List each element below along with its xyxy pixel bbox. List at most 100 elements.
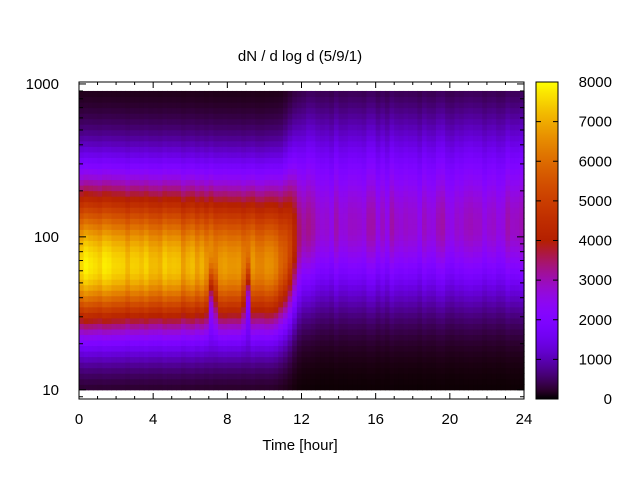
heatmap-cell xyxy=(454,168,460,175)
heatmap-cell xyxy=(120,113,126,120)
heatmap-cell xyxy=(292,323,298,330)
heatmap-cell xyxy=(366,157,372,164)
heatmap-cell xyxy=(352,179,358,186)
heatmap-cell xyxy=(380,218,386,225)
heatmap-cell xyxy=(384,268,391,275)
heatmap-cell xyxy=(403,168,409,175)
heatmap-cell xyxy=(422,140,428,147)
heatmap-cell xyxy=(320,279,326,286)
heatmap-cell xyxy=(449,113,456,120)
heatmap-cell xyxy=(97,373,103,380)
heatmap-cell xyxy=(449,312,456,319)
heatmap-cell xyxy=(482,124,488,131)
heatmap-cell xyxy=(278,207,284,214)
heatmap-cell xyxy=(129,223,136,230)
heatmap-cell xyxy=(269,317,275,324)
heatmap-cell xyxy=(445,102,451,109)
heatmap-cell xyxy=(473,229,479,236)
heatmap-cell xyxy=(343,190,349,197)
heatmap-cell xyxy=(120,323,126,330)
heatmap-cell xyxy=(213,234,219,241)
heatmap-cell xyxy=(125,245,131,253)
heatmap-cell xyxy=(273,196,279,203)
heatmap-cell xyxy=(310,129,317,136)
heatmap-cell xyxy=(473,107,479,114)
heatmap-cell xyxy=(139,245,145,253)
heatmap-cell xyxy=(417,279,423,286)
heatmap-cell xyxy=(167,256,173,264)
heatmap-cell xyxy=(375,168,381,175)
heatmap-cell xyxy=(352,223,358,230)
heatmap-cell xyxy=(269,201,275,208)
heatmap-cell xyxy=(227,251,233,258)
heatmap-cell xyxy=(435,223,442,230)
heatmap-cell xyxy=(106,207,113,214)
heatmap-cell xyxy=(454,185,460,192)
heatmap-cell xyxy=(463,384,469,391)
heatmap-cell xyxy=(459,173,465,181)
heatmap-cell xyxy=(422,268,428,275)
heatmap-cell xyxy=(417,284,423,291)
heatmap-cell xyxy=(259,240,266,247)
heatmap-cell xyxy=(357,328,363,336)
heatmap-cell xyxy=(408,356,414,363)
heatmap-cell xyxy=(129,196,136,203)
heatmap-cell xyxy=(389,256,395,264)
heatmap-cell xyxy=(139,306,145,313)
heatmap-cell xyxy=(287,284,293,291)
heatmap-cell xyxy=(310,218,317,225)
heatmap-cell xyxy=(394,102,400,109)
heatmap-cell xyxy=(491,301,497,308)
heatmap-cell xyxy=(301,367,307,374)
heatmap-cell xyxy=(310,179,317,186)
heatmap-cell xyxy=(426,256,432,264)
heatmap-cell xyxy=(162,317,168,324)
heatmap-cell xyxy=(204,284,210,291)
heatmap-cell xyxy=(111,118,117,125)
heatmap-cell xyxy=(199,168,205,175)
heatmap-cell xyxy=(269,295,275,302)
heatmap-cell xyxy=(264,90,270,98)
heatmap-cell xyxy=(157,301,164,308)
heatmap-cell xyxy=(250,256,256,264)
heatmap-cell xyxy=(366,378,372,385)
heatmap-cell xyxy=(459,328,465,336)
heatmap-cell xyxy=(171,201,177,208)
heatmap-cell xyxy=(398,207,405,214)
heatmap-cell xyxy=(148,328,154,336)
heatmap-cell xyxy=(477,90,483,98)
heatmap-cell xyxy=(440,173,446,181)
heatmap-cell xyxy=(97,173,103,181)
heatmap-cell xyxy=(199,367,205,374)
heatmap-cell xyxy=(292,173,298,181)
heatmap-cell xyxy=(278,256,284,264)
heatmap-cell xyxy=(153,113,159,120)
heatmap-cell xyxy=(194,135,201,142)
heatmap-cell xyxy=(440,334,446,341)
heatmap-cell xyxy=(417,301,423,308)
heatmap-cell xyxy=(486,351,493,358)
heatmap-cell xyxy=(176,328,182,336)
heatmap-cell xyxy=(157,356,164,363)
heatmap-cell xyxy=(343,351,349,358)
heatmap-cell xyxy=(389,201,395,208)
heatmap-cell xyxy=(463,124,469,131)
heatmap-cell xyxy=(408,201,414,208)
heatmap-cell xyxy=(106,173,113,181)
heatmap-cell xyxy=(500,345,507,352)
heatmap-cell xyxy=(106,90,113,98)
heatmap-cell xyxy=(171,334,177,341)
heatmap-cell xyxy=(398,356,405,363)
heatmap-cell xyxy=(477,317,483,324)
heatmap-cell xyxy=(83,218,89,225)
heatmap-cell xyxy=(422,196,428,203)
heatmap-cell xyxy=(431,201,437,208)
heatmap-cell xyxy=(162,157,168,164)
heatmap-cell xyxy=(213,240,219,247)
heatmap-cell xyxy=(445,306,451,313)
heatmap-cell xyxy=(116,185,122,192)
heatmap-cell xyxy=(394,373,400,380)
heatmap-cell xyxy=(269,229,275,236)
heatmap-cell xyxy=(320,301,326,308)
heatmap-cell xyxy=(269,124,275,131)
